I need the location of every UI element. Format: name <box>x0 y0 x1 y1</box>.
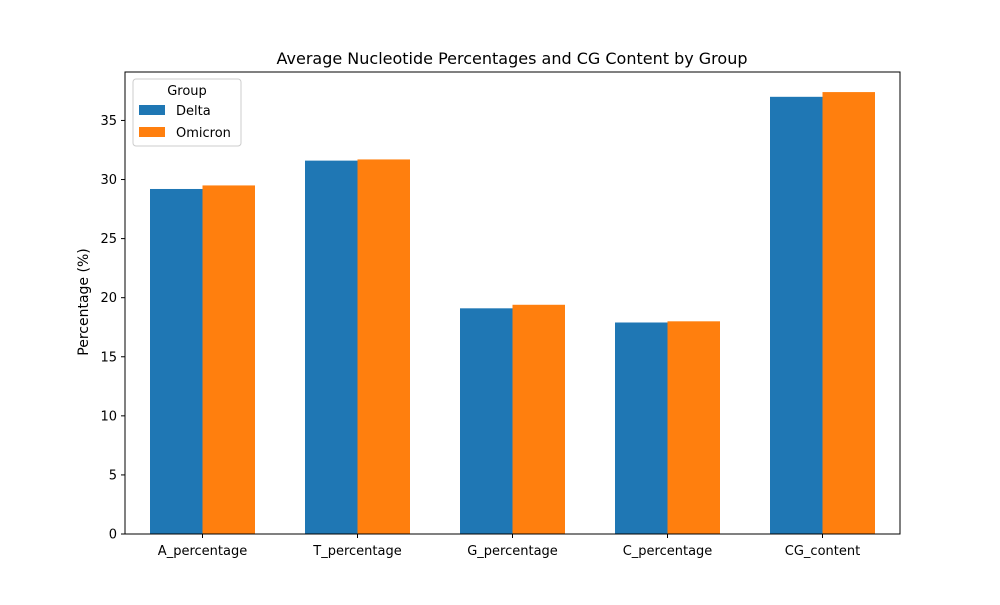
y-tick-label: 5 <box>109 468 117 483</box>
bar-omicron-g-percentage <box>512 304 565 534</box>
x-tick-label-g-percentage: G_percentage <box>467 544 558 559</box>
y-axis-label: Percentage (%) <box>76 248 92 355</box>
bar-delta-t-percentage <box>305 160 358 534</box>
legend-title: Group <box>167 84 207 99</box>
bar-omicron-c-percentage <box>667 321 720 534</box>
x-tick-label-a-percentage: A_percentage <box>158 544 247 559</box>
x-tick-label-t-percentage: T_percentage <box>312 544 401 559</box>
y-tick-label: 10 <box>100 409 117 424</box>
y-tick-label: 25 <box>100 232 117 247</box>
x-tick-label-c-percentage: C_percentage <box>623 544 713 559</box>
y-tick-label: 15 <box>100 350 117 365</box>
legend-swatch-omicron <box>139 127 165 137</box>
y-tick-label: 20 <box>100 291 117 306</box>
bar-delta-c-percentage <box>615 322 668 534</box>
bar-omicron-t-percentage <box>357 159 410 534</box>
chart-title: Average Nucleotide Percentages and CG Co… <box>277 49 748 68</box>
legend-label-delta: Delta <box>176 104 211 119</box>
legend: Group Delta Omicron <box>132 78 242 147</box>
y-tick-label: 35 <box>100 114 117 129</box>
bar-delta-a-percentage <box>150 188 203 534</box>
bar-delta-cg-content <box>770 96 823 535</box>
legend-swatch-delta <box>139 105 165 115</box>
legend-label-omicron: Omicron <box>176 126 231 141</box>
bar-delta-g-percentage <box>460 308 513 534</box>
plot-area: 0 5 10 15 20 25 30 35 A_percentage T_percentage G_… <box>100 71 901 559</box>
x-tick-label-cg-content: CG_content <box>785 544 860 559</box>
bar-omicron-a-percentage <box>202 185 255 534</box>
y-tick-label: 0 <box>109 528 117 543</box>
y-tick-label: 30 <box>100 173 117 188</box>
bar-omicron-cg-content <box>822 92 875 534</box>
